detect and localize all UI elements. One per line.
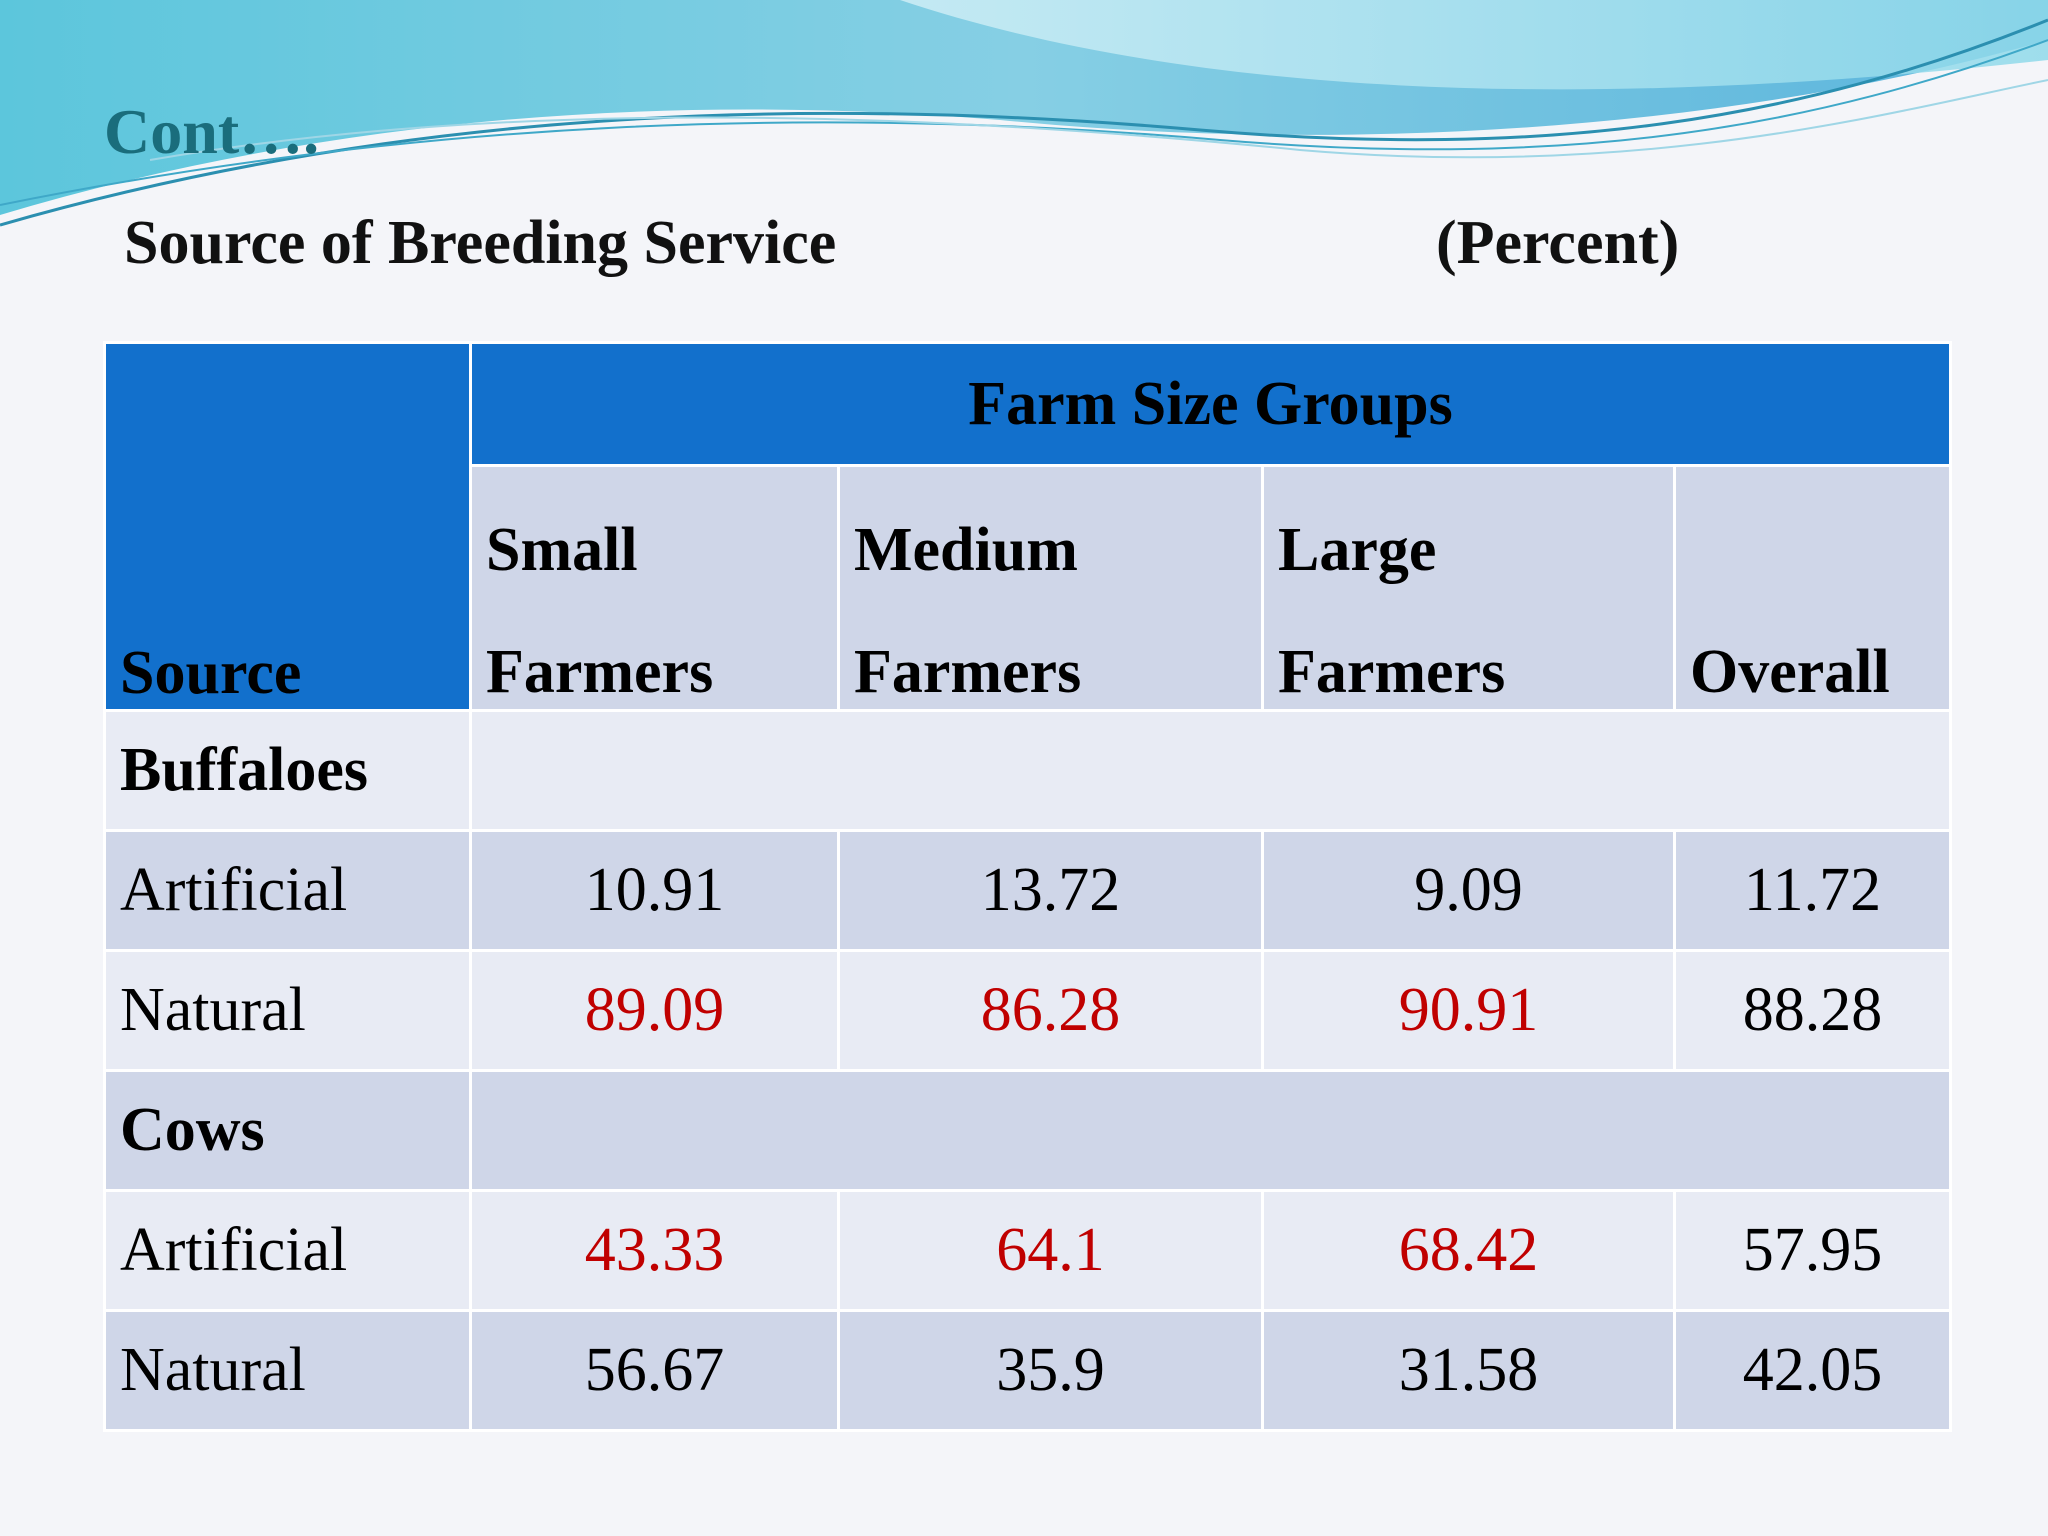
value-cell: 57.95 [1673,1189,1952,1312]
header-row-top: Source Farm Size Groups [103,341,1952,712]
row-label: Artificial [103,829,472,952]
column-header-line2: Farmers [1278,638,1506,706]
header-row-columns: Small Farmers Medium Farmers Large Farme… [105,464,1952,712]
section-label-buffaloes: Buffaloes [103,709,472,832]
column-header-line1: Large [1278,516,1437,584]
column-header-small-farmers: Small Farmers [469,464,840,712]
section-row-filler [469,709,1952,832]
section-row-filler [469,1069,1952,1192]
table-row-cows-natural: Natural 56.67 35.9 31.58 42.05 [103,1309,1952,1432]
column-header-line2: Farmers [854,638,1082,706]
row-label: Natural [103,1309,472,1432]
column-header-line2: Overall [1690,638,1890,706]
value-cell: 88.28 [1673,949,1952,1072]
column-header-large-farmers: Large Farmers [1261,464,1676,712]
value-cell: 68.42 [1261,1189,1676,1312]
section-row-cows: Cows [103,1069,1952,1192]
value-cell: 11.72 [1673,829,1952,952]
value-cell: 43.33 [469,1189,840,1312]
unit-label: (Percent) [1436,209,1680,277]
value-cell: 31.58 [1261,1309,1676,1432]
value-cell: 90.91 [1261,949,1676,1072]
farm-size-groups-header: Farm Size Groups [469,341,1952,467]
row-label: Artificial [103,1189,472,1312]
value-cell: 56.67 [469,1309,840,1432]
column-header-line1: Small [486,516,638,584]
column-header-line1: Medium [854,516,1078,584]
value-cell: 13.72 [837,829,1264,952]
decorative-wave-banner [0,0,2048,227]
row-label: Natural [103,949,472,1072]
table-row-cows-artificial: Artificial 43.33 64.1 68.42 57.95 [103,1189,1952,1312]
value-cell: 35.9 [837,1309,1264,1432]
value-cell: 9.09 [1261,829,1676,952]
section-row-buffaloes: Buffaloes [103,709,1952,832]
value-cell: 42.05 [1673,1309,1952,1432]
section-label-cows: Cows [103,1069,472,1192]
value-cell: 89.09 [469,949,840,1072]
value-cell: 64.1 [837,1189,1264,1312]
column-header-line2: Farmers [486,638,714,706]
table-row-buffaloes-artificial: Artificial 10.91 13.72 9.09 11.72 [103,829,1952,952]
slide-title: Cont…. [104,96,320,167]
column-header-medium-farmers: Medium Farmers [837,464,1264,712]
value-cell: 10.91 [469,829,840,952]
value-cell: 86.28 [837,949,1264,1072]
breeding-source-table: Source Farm Size Groups Small Farmers Me… [103,341,1952,1432]
source-column-header: Source [103,341,472,712]
table-caption: Source of Breeding Service [124,209,837,277]
column-header-overall: Overall [1673,464,1952,712]
table-row-buffaloes-natural: Natural 89.09 86.28 90.91 88.28 [103,949,1952,1072]
